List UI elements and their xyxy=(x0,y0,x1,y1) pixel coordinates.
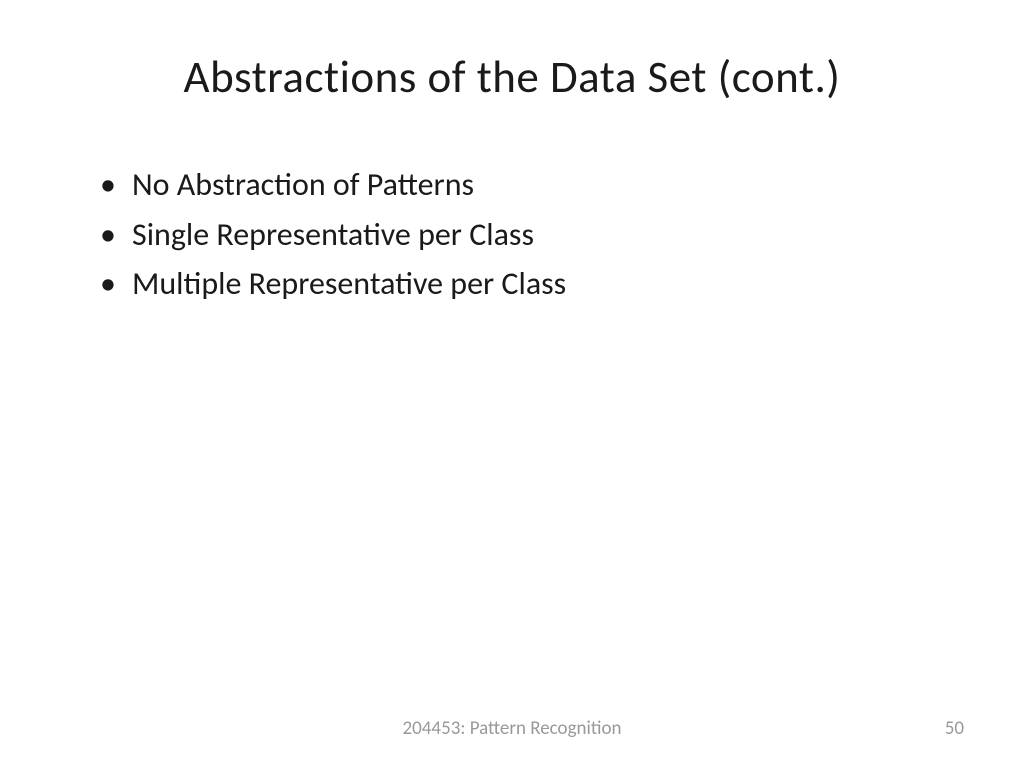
slide-title: Abstractions of the Data Set (cont.) xyxy=(60,50,964,105)
footer-page-number: 50 xyxy=(904,717,964,740)
bullet-item: Single Representative per Class xyxy=(100,210,964,260)
bullet-item: Multiple Representative per Class xyxy=(100,259,964,309)
footer-course-label: 204453: Pattern Recognition xyxy=(403,717,622,740)
slide-footer: 204453: Pattern Recognition 50 xyxy=(0,717,1024,740)
slide-container: Abstractions of the Data Set (cont.) No … xyxy=(0,0,1024,768)
bullet-list: No Abstraction of Patterns Single Repres… xyxy=(60,160,964,309)
bullet-item: No Abstraction of Patterns xyxy=(100,160,964,210)
